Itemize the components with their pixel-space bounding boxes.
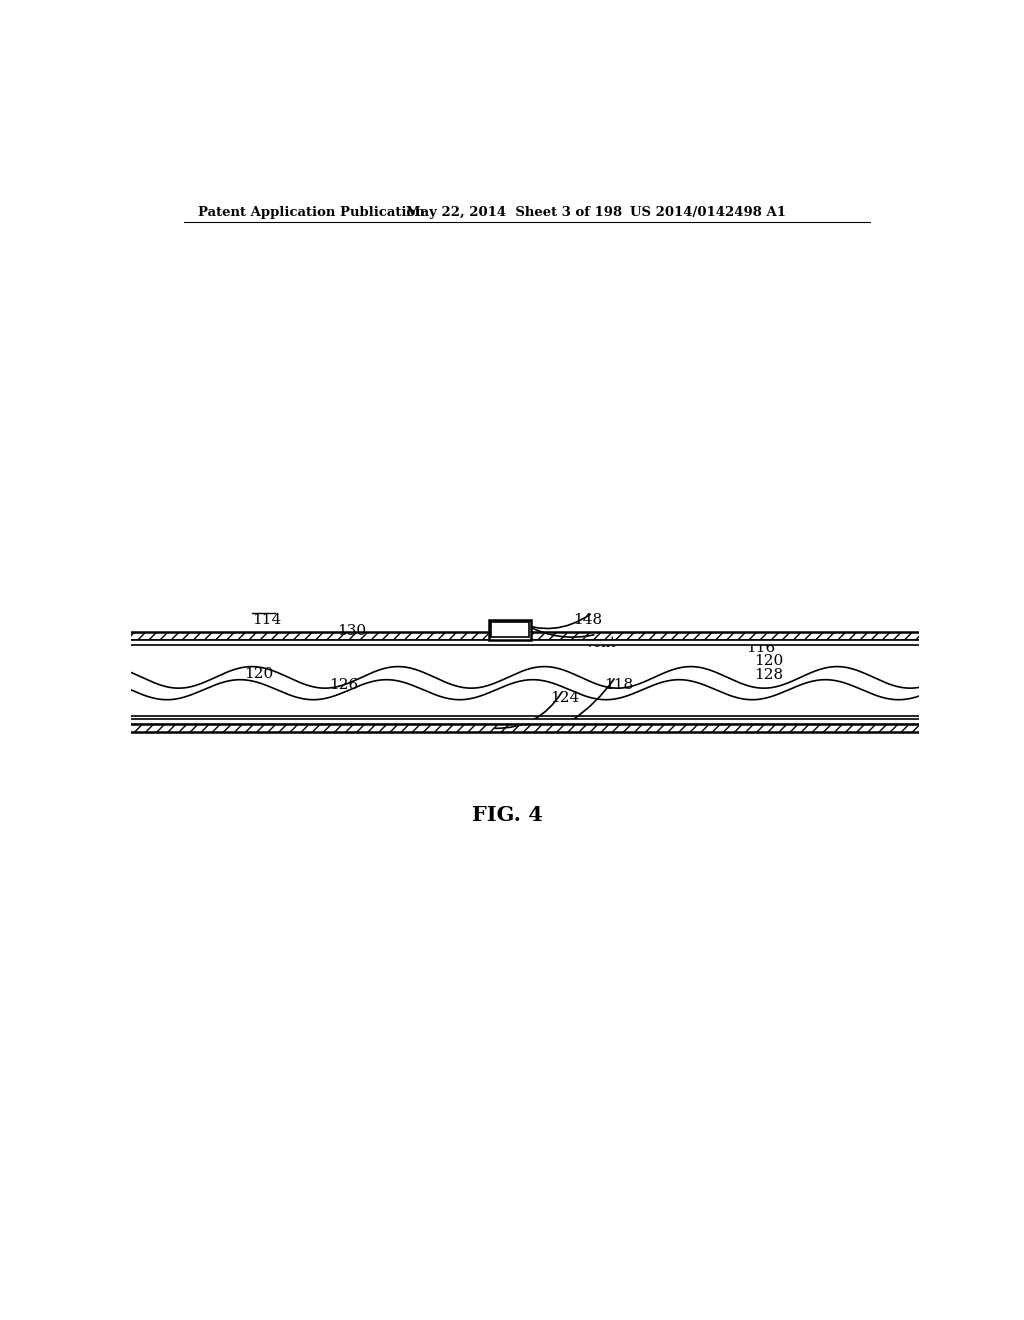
Ellipse shape	[947, 627, 1024, 737]
Bar	[950, 640, 958, 725]
Bar	[978, 635, 996, 729]
Text: 126: 126	[330, 678, 358, 692]
Bar	[29, 632, 987, 640]
Text: 116: 116	[746, 642, 776, 655]
Bar	[61, 660, 84, 702]
Text: FIG. 4: FIG. 4	[472, 805, 544, 825]
Bar	[488, 619, 531, 640]
Text: 124: 124	[550, 692, 580, 705]
Text: 148: 148	[573, 612, 602, 627]
Text: 120: 120	[755, 655, 783, 668]
Bar	[29, 632, 987, 640]
Bar	[29, 725, 987, 733]
Text: US 2014/0142498 A1: US 2014/0142498 A1	[630, 206, 785, 219]
Text: Patent Application Publication: Patent Application Publication	[199, 206, 425, 219]
Bar	[61, 640, 954, 645]
Bar	[29, 725, 987, 733]
Bar	[57, 640, 66, 725]
Text: 120: 120	[245, 667, 273, 681]
Bar	[83, 676, 90, 688]
Text: 118: 118	[604, 678, 633, 692]
Bar	[53, 675, 62, 689]
Bar	[19, 635, 38, 729]
Bar	[61, 719, 954, 725]
Text: 130: 130	[337, 624, 366, 639]
Bar	[57, 640, 73, 725]
Text: 114: 114	[252, 612, 282, 627]
Ellipse shape	[0, 627, 69, 737]
Text: vent: vent	[585, 636, 615, 649]
Text: May 22, 2014  Sheet 3 of 198: May 22, 2014 Sheet 3 of 198	[407, 206, 623, 219]
Bar	[933, 660, 954, 702]
Bar	[490, 622, 528, 638]
Text: 128: 128	[755, 668, 783, 682]
